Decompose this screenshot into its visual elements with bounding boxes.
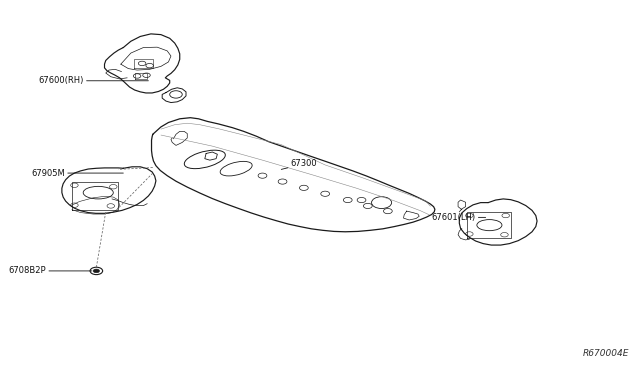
Text: 67905M: 67905M — [31, 169, 124, 177]
Text: 67300: 67300 — [282, 159, 317, 169]
Text: R670004E: R670004E — [582, 349, 629, 358]
Text: 67600(RH): 67600(RH) — [38, 76, 148, 85]
Circle shape — [93, 269, 99, 273]
Text: 67601(LH): 67601(LH) — [431, 213, 486, 222]
Text: 6708B2P: 6708B2P — [8, 266, 92, 275]
